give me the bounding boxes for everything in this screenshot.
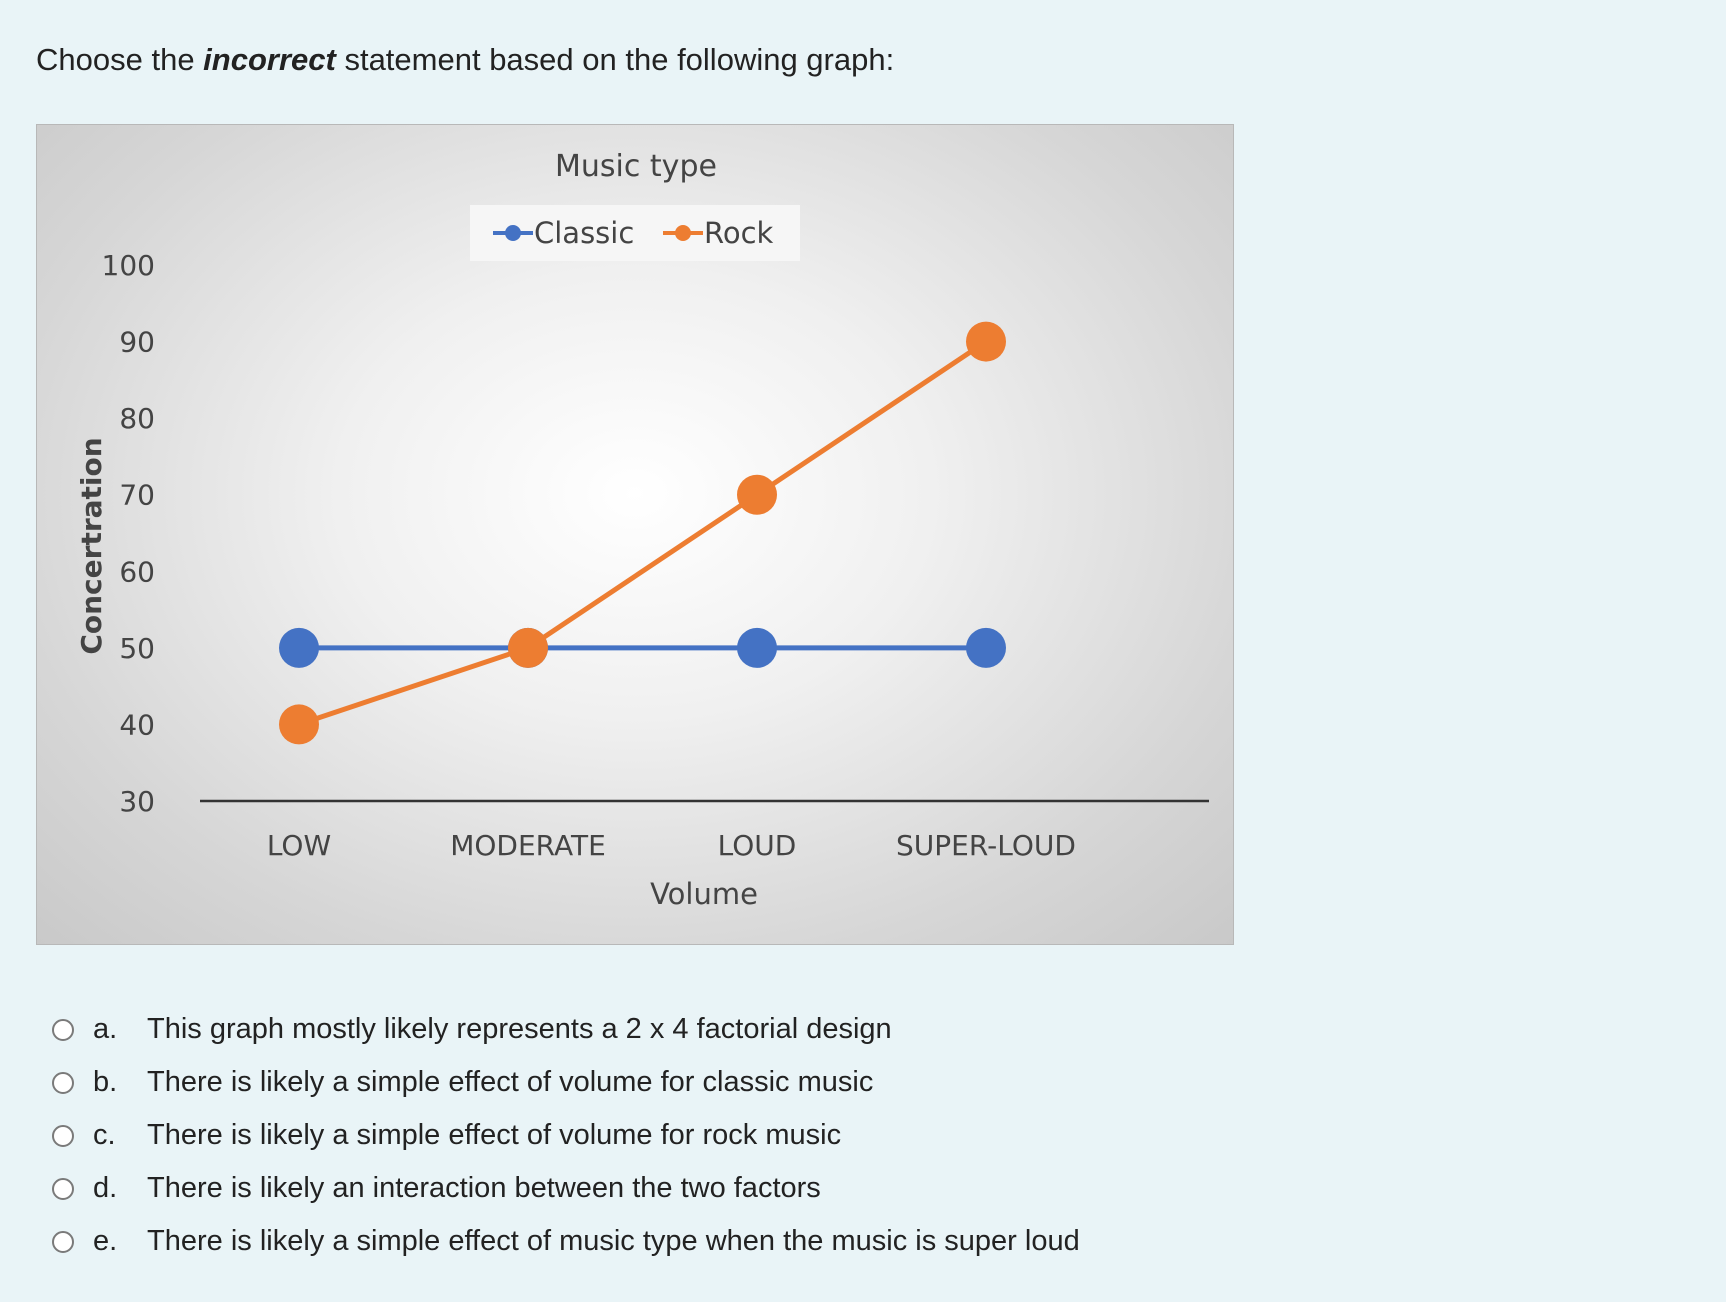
option-text: There is likely a simple effect of volum… (147, 1066, 874, 1098)
option-d[interactable]: d. There is likely an interaction betwee… (52, 1162, 1080, 1215)
option-letter: c. (93, 1119, 116, 1151)
y-axis-label: Concertration (75, 437, 108, 654)
series-layer (279, 321, 1006, 745)
question-prompt: Choose the incorrect statement based on … (36, 40, 894, 80)
question-prefix: Choose the (36, 42, 204, 77)
question-suffix: statement based on the following graph: (335, 42, 895, 77)
chart-svg: Music type Classic Rock 30 40 50 60 70 80 90 100… (75, 149, 1209, 911)
data-point-classic (737, 627, 777, 668)
y-tick-label: 30 (119, 785, 155, 818)
radio-button[interactable] (52, 1018, 74, 1041)
x-tick-label: LOW (267, 829, 331, 862)
y-tick-label: 40 (119, 708, 155, 741)
y-axis-ticks: 30 40 50 60 70 80 90 100 (102, 249, 155, 818)
option-letter: e. (93, 1225, 118, 1257)
x-axis-label: Volume (650, 877, 758, 911)
series-rock (279, 321, 1006, 745)
legend-label-rock: Rock (704, 216, 774, 250)
x-tick-label: SUPER-LOUD (896, 829, 1076, 862)
legend-label-classic: Classic (534, 216, 634, 250)
y-tick-label: 90 (119, 326, 155, 359)
x-tick-label: MODERATE (450, 829, 606, 862)
option-text: There is likely an interaction between t… (147, 1172, 821, 1204)
data-point-rock (737, 474, 777, 515)
data-point-classic (279, 627, 319, 668)
y-tick-label: 60 (119, 555, 155, 588)
series-line-rock (298, 339, 988, 727)
option-e[interactable]: e. There is likely a simple effect of mu… (52, 1215, 1080, 1268)
option-letter: d. (93, 1172, 118, 1204)
data-point-rock (508, 627, 548, 668)
y-tick-label: 70 (119, 479, 155, 512)
y-tick-label: 80 (119, 402, 155, 435)
radio-button[interactable] (52, 1177, 74, 1200)
option-b[interactable]: b. There is likely a simple effect of vo… (52, 1056, 1080, 1109)
legend-marker-rock (675, 225, 691, 241)
data-point-rock (279, 704, 319, 745)
radio-button[interactable] (52, 1230, 74, 1253)
option-text: There is likely a simple effect of music… (147, 1225, 1080, 1257)
y-tick-label: 50 (119, 632, 155, 665)
option-letter: a. (93, 1013, 118, 1045)
question-emphasis: incorrect (203, 42, 336, 77)
option-text: There is likely a simple effect of volum… (147, 1119, 842, 1151)
option-c[interactable]: c. There is likely a simple effect of vo… (52, 1109, 1080, 1162)
data-point-classic (966, 627, 1006, 668)
chart-title: Music type (555, 149, 717, 184)
option-letter: b. (93, 1066, 118, 1098)
legend-marker-classic (505, 225, 521, 241)
y-tick-label: 100 (102, 249, 155, 282)
line-chart: Music type Classic Rock 30 40 50 60 70 80 90 100… (36, 124, 1234, 945)
x-tick-label: LOUD (718, 829, 797, 862)
option-text: This graph mostly likely represents a 2 … (147, 1013, 892, 1045)
option-a[interactable]: a. This graph mostly likely represents a… (52, 1003, 1080, 1056)
answer-options: a. This graph mostly likely represents a… (52, 1003, 1080, 1268)
legend: Classic Rock (493, 216, 774, 250)
series-classic (279, 627, 1006, 668)
radio-button[interactable] (52, 1124, 74, 1147)
data-point-rock (966, 321, 1006, 362)
radio-button[interactable] (52, 1071, 74, 1094)
x-axis-ticks: LOW MODERATE LOUD SUPER-LOUD (267, 829, 1076, 862)
